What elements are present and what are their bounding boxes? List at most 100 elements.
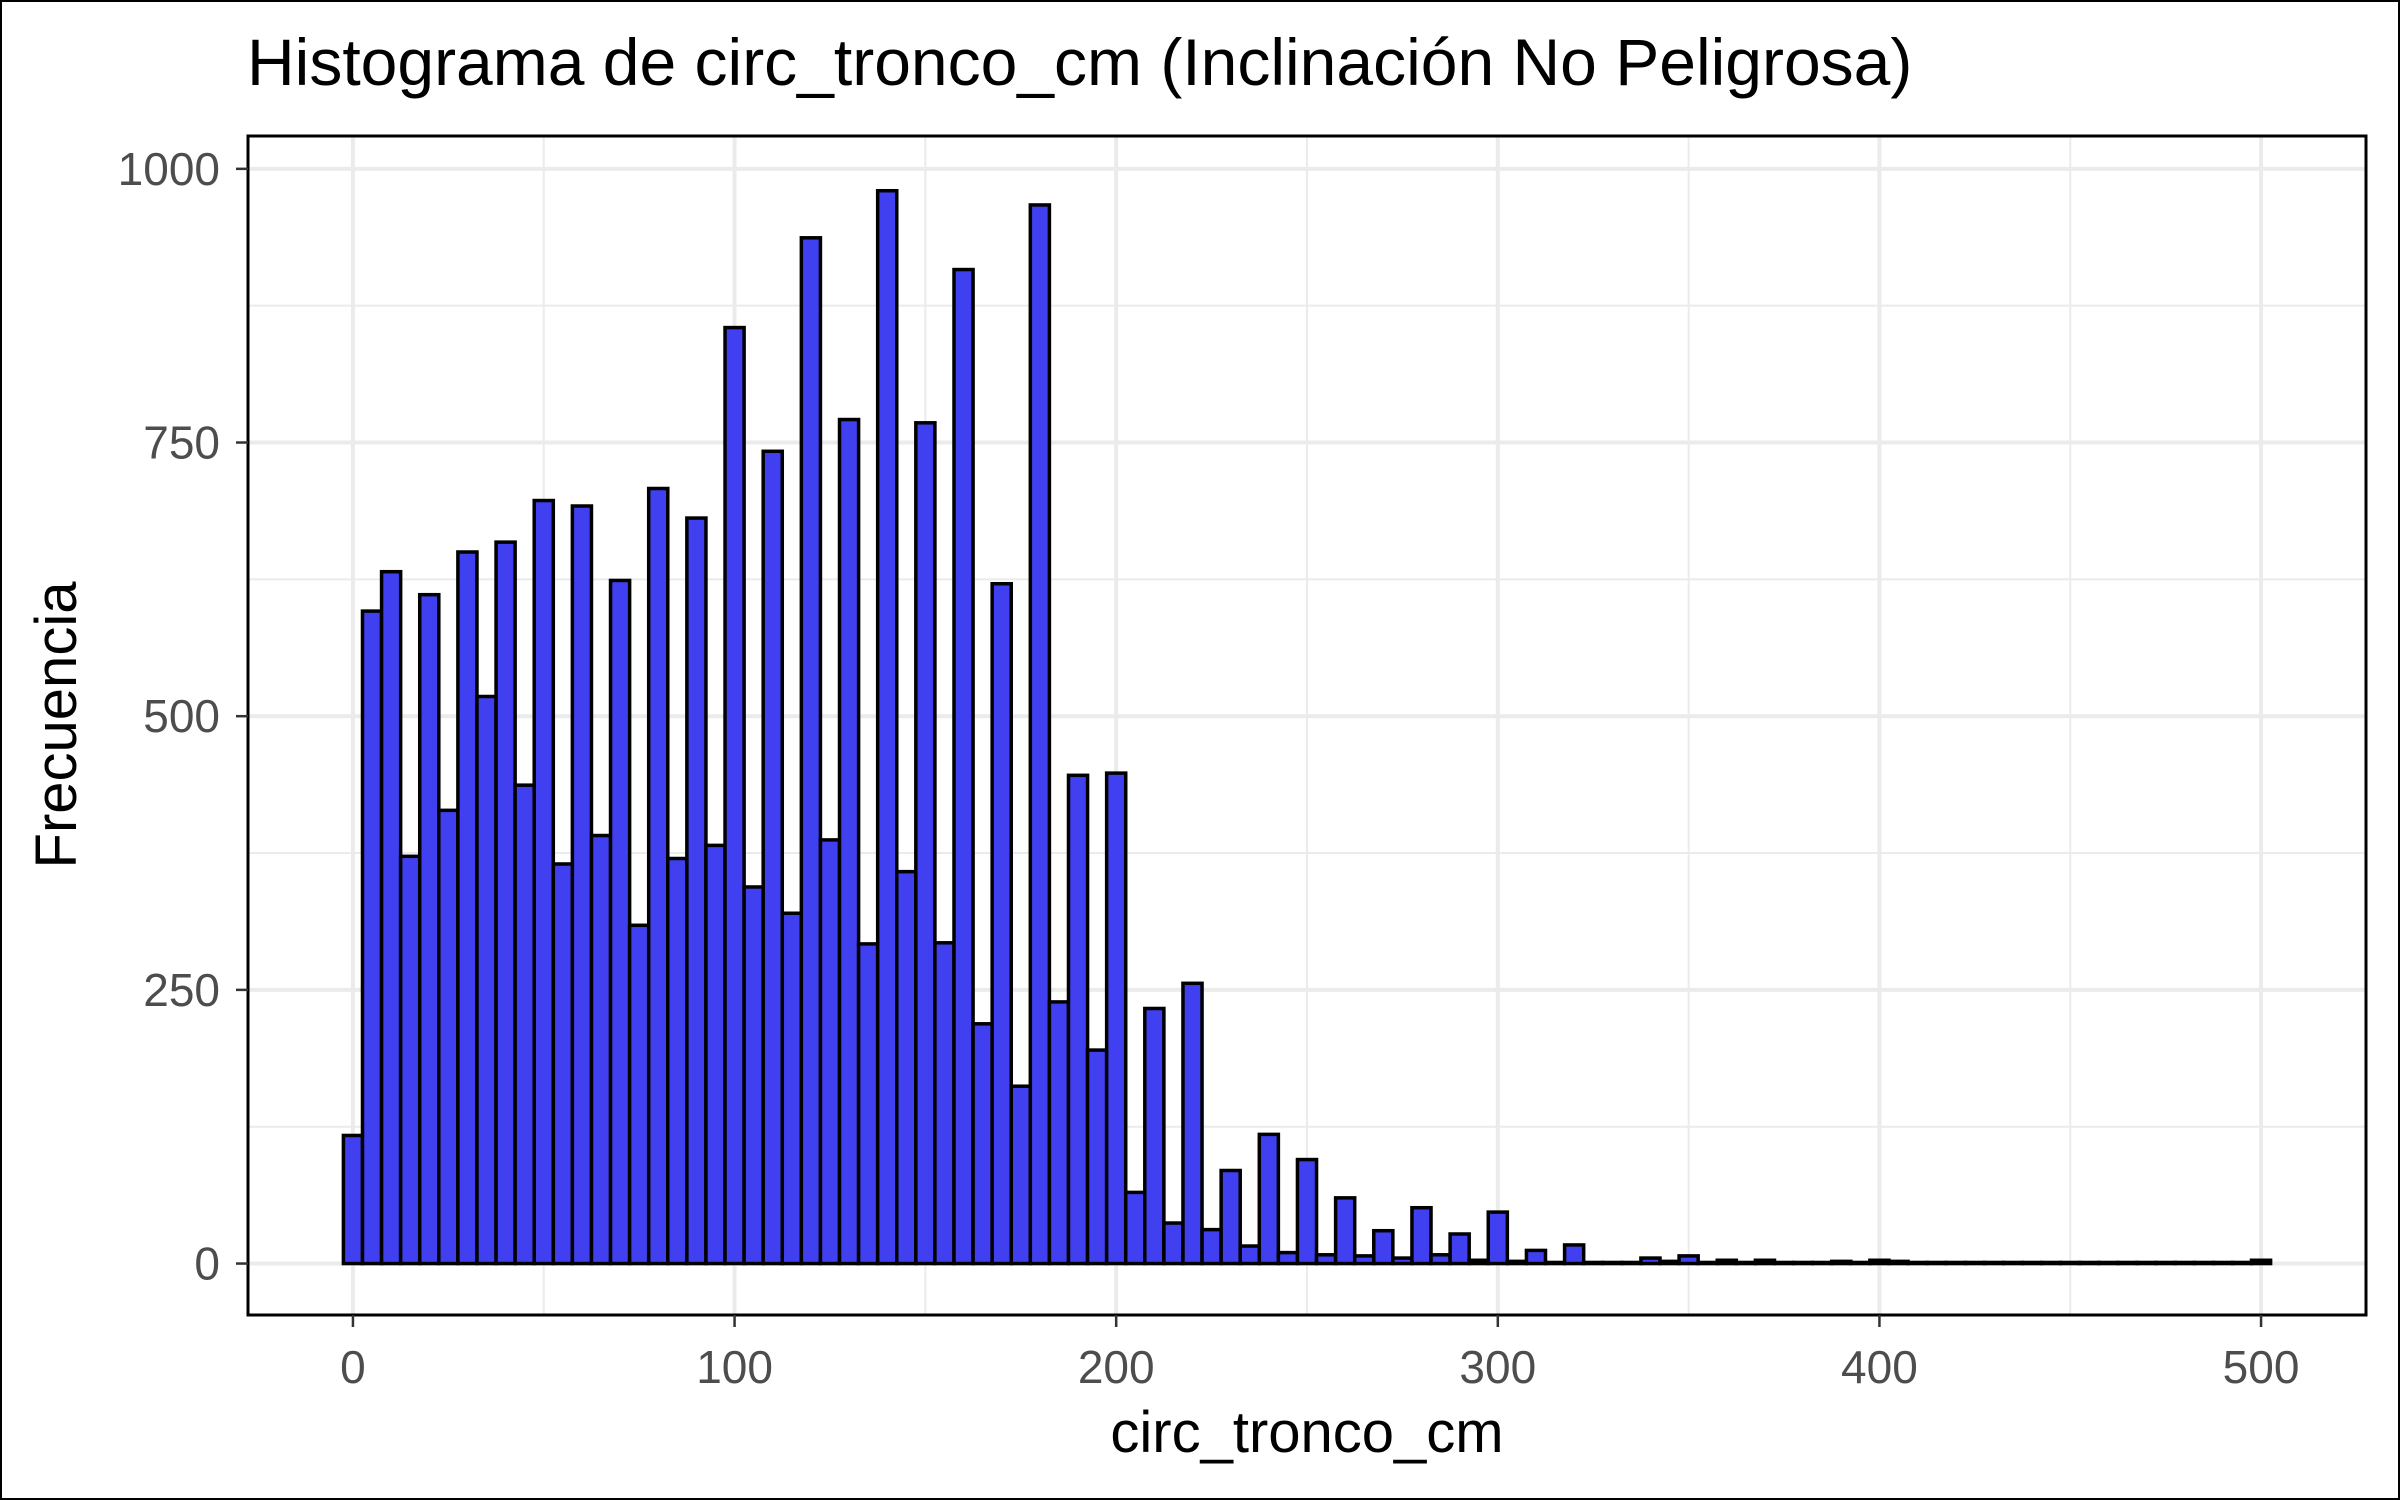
histogram-bar [2211,1260,2235,1266]
histogram-bar [799,236,823,1266]
x-tick-label: 100 [696,1341,773,1393]
histogram-bar [1028,203,1052,1266]
histogram-bar [1143,1006,1166,1266]
histogram-bar [1906,1260,1929,1266]
histogram-bar [952,267,975,1266]
histogram-bar [1543,1260,1567,1266]
histogram-bar [2154,1260,2177,1266]
x-tick-label: 300 [1459,1341,1536,1393]
histogram-bar [398,854,422,1266]
histogram-bar [1486,1210,1510,1266]
y-tick-label: 250 [143,964,220,1016]
chart-title: Histograma de circ_tronco_cm (Inclinació… [247,25,1912,99]
histogram-bars [341,188,2273,1266]
histogram-bar [2020,1260,2044,1266]
histogram-bar [360,609,384,1266]
histogram-bar [646,486,670,1266]
histogram-bar [1352,1254,1376,1266]
histogram-bar [570,504,594,1266]
histogram-bar [1372,1228,1395,1266]
histogram-bar [513,783,536,1266]
histogram-bar [895,869,918,1266]
histogram-bar [1257,1132,1281,1266]
histogram-bar [1562,1243,1586,1266]
x-axis-title: circ_tronco_cm [1110,1400,1503,1465]
histogram-bar [685,516,708,1266]
histogram-bar [1925,1260,1948,1266]
histogram-bar [837,417,861,1266]
y-axis-title: Frecuencia [24,581,89,869]
histogram-bar [1982,1260,2006,1266]
histogram-bar [2192,1260,2216,1266]
histogram-bar [379,569,403,1266]
histogram-bar [1581,1260,1605,1266]
x-axis-tick-labels: 0 100 200 300 400 500 [340,1341,2299,1393]
histogram-bar [1620,1260,1643,1266]
histogram-bar [1829,1259,1853,1266]
histogram-bar [914,421,937,1266]
histogram-bar [1123,1190,1147,1266]
histogram-bar [456,550,479,1266]
histogram-bar [1047,1000,1071,1266]
histogram-bar [666,856,689,1266]
y-tick-label: 0 [194,1238,220,1290]
x-tick-label: 0 [340,1341,366,1393]
axis-ticks [236,167,2263,1327]
y-tick-label: 500 [143,690,220,742]
histogram-bar [627,923,651,1266]
histogram-bar [1810,1260,1834,1266]
histogram-bar [723,325,746,1266]
panel-border [246,134,2368,1317]
histogram-bar [1276,1250,1300,1266]
histogram-bar [2001,1260,2025,1266]
histogram-bar [2058,1260,2082,1266]
x-tick-label: 500 [2223,1341,2300,1393]
histogram-bar [1162,1221,1185,1266]
histogram-bar [1085,1048,1109,1266]
y-tick-label: 750 [143,417,220,469]
histogram-bar [1009,1084,1033,1266]
histogram-bar [1772,1260,1796,1266]
histogram-bar [990,581,1013,1266]
histogram-bar [1391,1256,1414,1266]
histogram-bar [1200,1227,1223,1266]
histogram-bar [875,188,899,1266]
histogram-bar [1104,771,1128,1266]
histogram-bar [1658,1259,1681,1266]
histogram-bar [1677,1254,1700,1266]
histogram-bar [1868,1258,1891,1266]
histogram-bar [2039,1260,2063,1266]
histogram-bar [2078,1260,2101,1266]
histogram-bar [856,942,880,1266]
histogram-bar [2230,1260,2254,1266]
x-tick-label: 200 [1078,1341,1155,1393]
histogram-bar [1715,1258,1739,1266]
histogram-bar [532,498,556,1266]
histogram-bar [1696,1260,1719,1266]
histogram-bar [780,911,804,1266]
histogram-bar [2097,1260,2120,1266]
histogram-bar [1791,1260,1815,1266]
histogram-bar [2173,1260,2197,1266]
histogram-bar [1734,1260,1758,1266]
histogram-bar [2135,1260,2158,1266]
histogram-bar [742,885,765,1266]
x-tick-label: 400 [1841,1341,1918,1393]
histogram-bar [589,833,613,1266]
histogram-bar [341,1133,365,1266]
histogram-bar [2116,1260,2139,1266]
histogram-bar [1333,1196,1357,1266]
histogram-bar [1524,1248,1548,1266]
histogram-bar [475,694,498,1266]
histogram-bar [1601,1260,1624,1266]
histogram-bar [551,862,575,1266]
histogram-bar [1639,1256,1662,1266]
histogram-bar [933,941,956,1266]
histogram-bar [1963,1260,1987,1266]
histogram-bar [2249,1258,2273,1266]
histogram-bar [1887,1259,1910,1266]
histogram-bar [1219,1168,1242,1266]
histogram-bar [608,578,632,1266]
y-tick-label: 1000 [118,143,220,195]
